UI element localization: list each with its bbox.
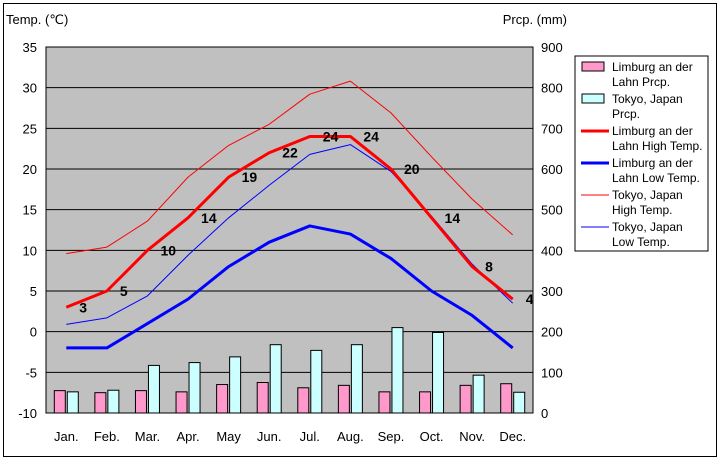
legend-label: Lahn High Temp.: [612, 139, 703, 153]
plot-area: [45, 46, 534, 414]
bar: [188, 362, 201, 414]
bar: [500, 383, 513, 414]
y-tick-right: 800: [541, 81, 563, 96]
x-tick-label: Sep.: [378, 429, 405, 444]
x-tick-label: Feb.: [94, 429, 120, 444]
data-label: 4: [526, 291, 534, 307]
series-line: [66, 80, 514, 255]
y-tick-right: 900: [541, 40, 563, 55]
legend-label: High Temp.: [612, 203, 672, 217]
data-label: 8: [485, 259, 493, 275]
series-line: [65, 134, 514, 309]
bars: [53, 327, 526, 414]
x-tick-label: Jun.: [257, 429, 282, 444]
lines: [65, 80, 514, 350]
legend-label: Lahn Prcp.: [612, 75, 670, 89]
bar: [310, 349, 323, 414]
y-tick-left: 25: [23, 121, 37, 136]
data-label: 22: [282, 145, 298, 161]
x-tick-label: Dec.: [499, 429, 526, 444]
legend-swatch: [581, 61, 605, 72]
y-tick-right: 300: [541, 284, 563, 299]
legend-label: Tokyo, Japan: [612, 220, 683, 234]
bar: [216, 384, 229, 414]
bar: [459, 384, 472, 414]
x-tick-label: Apr.: [176, 429, 199, 444]
x-tick-label: Nov.: [459, 429, 485, 444]
y-tick-left: 10: [23, 243, 37, 258]
y-tick-right: 600: [541, 162, 563, 177]
bar: [134, 390, 147, 414]
y-tick-right: 500: [541, 203, 563, 218]
legend-label: Tokyo, Japan: [612, 92, 683, 106]
y-tick-right: 700: [541, 121, 563, 136]
legend-label: Tokyo, Japan: [612, 188, 683, 202]
data-label: 24: [323, 128, 339, 144]
y-axis-right-label: Prcp. (mm): [503, 12, 567, 27]
data-label: 10: [160, 242, 176, 258]
y-tick-left: 20: [23, 162, 37, 177]
bar: [350, 344, 363, 414]
x-tick-label: Oct.: [420, 429, 444, 444]
bar: [378, 391, 391, 414]
y-tick-right: 400: [541, 243, 563, 258]
bar: [269, 344, 282, 414]
data-label: 5: [120, 283, 128, 299]
bar: [513, 391, 526, 414]
data-label: 24: [363, 128, 379, 144]
legend-label: Limburg an der: [612, 124, 693, 138]
x-tick-label: Jul.: [300, 429, 320, 444]
gridlines: [46, 87, 533, 373]
bar: [66, 391, 79, 414]
bar: [229, 356, 242, 414]
y-tick-left: -5: [25, 365, 37, 380]
y-tick-right: 100: [541, 365, 563, 380]
bar: [391, 327, 404, 414]
data-label: 19: [242, 169, 258, 185]
y-tick-left: 15: [23, 203, 37, 218]
bar: [175, 391, 188, 414]
legend-swatch: [581, 93, 605, 104]
data-labels: 3 5 10 14 19 22 24 24 20 14 8 4: [79, 128, 533, 315]
bar: [147, 364, 160, 414]
bar: [432, 331, 445, 414]
data-label: 14: [201, 210, 217, 226]
legend-box: [574, 55, 709, 252]
legend-label: Prcp.: [612, 107, 640, 121]
legend-label: Limburg an der: [612, 60, 693, 74]
legend-label: Lahn Low Temp.: [612, 171, 700, 185]
x-tick-label: Jan.: [54, 429, 79, 444]
y-tick-right: 200: [541, 325, 563, 340]
x-tick-label: May: [216, 429, 241, 444]
y-tick-left: 30: [23, 81, 37, 96]
data-label: 20: [404, 161, 420, 177]
data-label: 3: [79, 299, 87, 315]
bar: [94, 392, 107, 414]
y-tick-right: 0: [541, 406, 548, 421]
y-tick-left: -10: [18, 406, 37, 421]
bar: [337, 384, 350, 414]
y-tick-left: 0: [30, 325, 37, 340]
legend-label: Limburg an der: [612, 156, 693, 170]
x-tick-label: Aug.: [337, 429, 364, 444]
data-label: 14: [445, 210, 461, 226]
bar: [297, 387, 310, 414]
series-line: [66, 224, 514, 350]
legend-label: Low Temp.: [612, 235, 670, 249]
bar: [472, 374, 485, 414]
y-tick-left: 35: [23, 40, 37, 55]
x-tick-label: Mar.: [135, 429, 160, 444]
bar: [419, 391, 432, 414]
bar: [53, 390, 66, 414]
bar: [256, 382, 269, 414]
bar: [107, 389, 120, 414]
y-axis-left-label: Temp. (℃): [6, 12, 68, 27]
y-tick-left: 5: [30, 284, 37, 299]
